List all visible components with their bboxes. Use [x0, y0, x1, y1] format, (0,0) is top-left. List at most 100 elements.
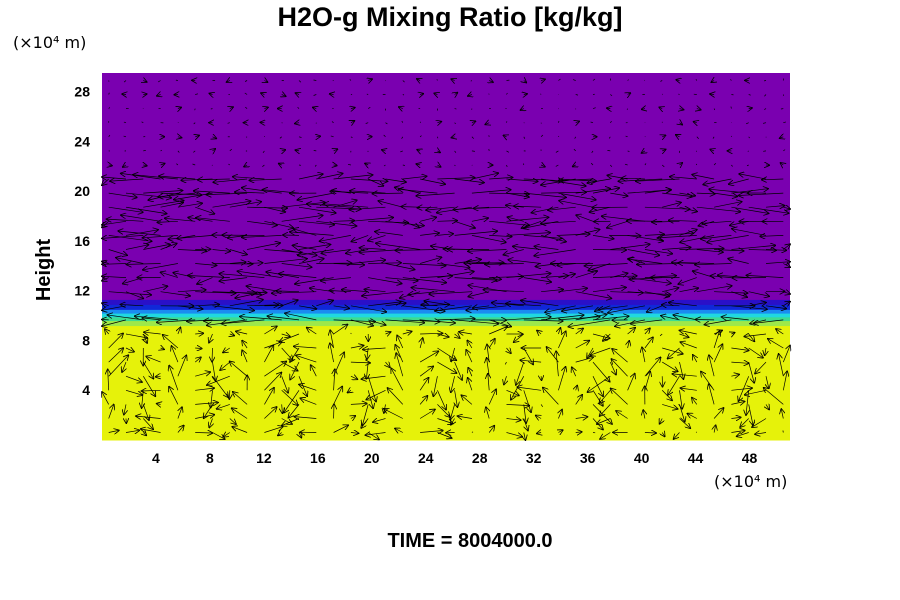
wind-vector	[454, 220, 475, 228]
wind-vector	[642, 348, 645, 363]
wind-vector	[311, 365, 317, 377]
wind-vector	[366, 433, 386, 436]
wind-vector	[610, 193, 627, 196]
wind-vector	[363, 348, 386, 350]
wind-vector	[523, 390, 531, 412]
wind-vector	[749, 108, 752, 109]
wind-vector	[514, 206, 542, 207]
wind-vector	[227, 81, 230, 83]
wind-vector	[247, 305, 278, 306]
wind-vector	[244, 165, 247, 167]
wind-vector	[765, 250, 786, 251]
wind-vector	[368, 235, 386, 240]
wind-vector	[419, 378, 428, 391]
wind-vector	[662, 203, 681, 208]
wind-vector	[236, 331, 248, 334]
wind-vector	[662, 247, 690, 249]
wind-vector	[334, 369, 335, 391]
wind-vector	[419, 351, 438, 363]
wind-vector	[680, 109, 684, 110]
wind-vector	[714, 250, 743, 251]
wind-vector	[731, 375, 739, 377]
wind-vector	[316, 220, 356, 226]
wind-vector	[298, 249, 334, 256]
wind-vector	[333, 425, 348, 433]
wind-vector	[485, 123, 489, 125]
wind-vector	[783, 207, 790, 209]
wind-vector	[731, 417, 740, 418]
wind-vector	[279, 164, 282, 165]
wind-vector	[350, 433, 359, 434]
wind-vector	[541, 235, 566, 241]
wind-vector	[713, 408, 723, 419]
y-tick-label: 16	[74, 233, 90, 249]
wind-vector	[709, 384, 715, 405]
wind-vector	[108, 249, 127, 256]
wind-vector	[207, 193, 248, 195]
wind-vector	[121, 215, 161, 222]
wind-vector	[452, 137, 455, 138]
wind-vector	[781, 409, 783, 419]
wind-vector	[298, 206, 336, 213]
wind-vector	[382, 150, 386, 151]
wind-vector	[125, 230, 158, 236]
wind-vector	[197, 277, 213, 284]
wind-vector	[713, 108, 716, 111]
wind-vector	[558, 328, 560, 335]
wind-vector	[210, 94, 213, 95]
wind-vector	[731, 348, 748, 350]
wind-vector	[419, 135, 422, 138]
wind-vector	[592, 107, 596, 109]
wind-vector	[558, 192, 595, 200]
field-band-4	[102, 309, 790, 314]
wind-vector	[102, 392, 110, 405]
wind-vector	[296, 93, 299, 94]
wind-vector	[320, 235, 351, 241]
y-tick-label: 24	[74, 133, 90, 149]
wind-vector	[228, 163, 231, 166]
wind-vector	[437, 234, 453, 236]
wind-vector	[672, 262, 715, 263]
wind-vector	[385, 320, 425, 323]
wind-vector	[227, 122, 230, 124]
wind-vector	[662, 404, 677, 409]
wind-vector	[204, 320, 230, 321]
wind-vector	[160, 193, 202, 195]
x-tick-label: 24	[418, 450, 434, 466]
wind-vector	[123, 135, 127, 138]
wind-vector	[644, 163, 647, 166]
wind-vector	[350, 319, 373, 326]
wind-vector	[458, 416, 472, 418]
wind-vector	[783, 292, 790, 294]
wind-vector	[644, 190, 671, 194]
wind-vector	[454, 231, 498, 236]
wind-vector	[246, 136, 248, 138]
wind-vector	[451, 347, 455, 361]
wind-vector	[558, 78, 561, 81]
wind-vector	[160, 244, 177, 250]
wind-vector	[144, 332, 161, 334]
wind-vector	[125, 389, 142, 395]
wind-vector	[558, 288, 587, 293]
wind-vector	[169, 366, 179, 391]
wind-vector	[242, 350, 248, 363]
wind-vector	[264, 388, 274, 405]
wind-vector	[506, 233, 550, 236]
wind-vector	[696, 193, 715, 194]
wind-vector	[433, 376, 438, 396]
wind-vector	[177, 203, 202, 208]
wind-vector	[290, 232, 334, 236]
wind-vector	[350, 404, 367, 405]
wind-vector	[143, 81, 146, 83]
wind-vector	[290, 361, 300, 379]
wind-vector	[143, 165, 146, 166]
wind-vector	[422, 305, 438, 306]
wind-vector	[575, 94, 579, 96]
wind-vector	[316, 174, 342, 180]
wind-vector	[383, 134, 386, 138]
wind-vector	[506, 317, 551, 321]
wind-vector	[523, 320, 563, 321]
wind-vector	[506, 217, 549, 222]
wind-vector	[713, 331, 722, 335]
wind-vector	[748, 250, 776, 251]
